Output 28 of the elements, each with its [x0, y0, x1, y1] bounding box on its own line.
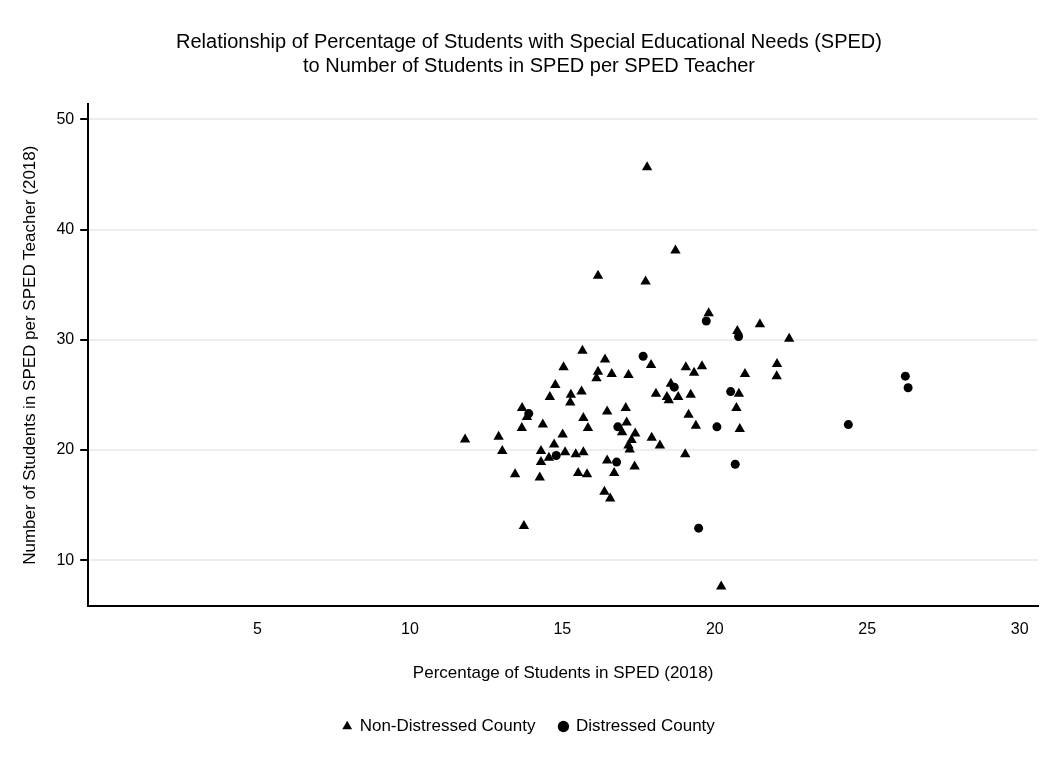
- x-tick-label: 25: [858, 620, 877, 638]
- x-tick-label: 10: [400, 620, 419, 638]
- x-tick-label: 15: [553, 620, 572, 638]
- point: [638, 351, 648, 361]
- y-tick-label: 50: [56, 109, 75, 127]
- y-tick-label: 30: [56, 330, 75, 348]
- point: [712, 422, 722, 432]
- x-axis-title: Percentage of Students in SPED (2018): [412, 663, 714, 683]
- point: [903, 383, 913, 393]
- point: [694, 523, 704, 533]
- x-tick-label: 20: [705, 620, 724, 638]
- y-axis-title: Number of Students in SPED per SPED Teacher (2018): [19, 145, 39, 565]
- point: [900, 371, 910, 381]
- x-tick-label: 5: [252, 620, 262, 638]
- y-tick-label: 10: [56, 550, 75, 568]
- y-tick-label: 20: [56, 440, 75, 458]
- point: [613, 422, 623, 432]
- y-tick-label: 40: [56, 220, 75, 238]
- legend-label: Non-Distressed County: [359, 716, 536, 736]
- point: [843, 420, 853, 430]
- point: [726, 387, 736, 397]
- legend-label: Distressed County: [575, 716, 716, 736]
- chart-title: Relationship of Percentage of Students with Special Educational Needs (SPED) to Number of Students in SPED per SPED Teacher: [176, 29, 882, 76]
- point: [701, 316, 711, 326]
- point: [612, 457, 622, 467]
- point: [551, 450, 561, 460]
- point: [730, 459, 740, 469]
- x-tick-label: 30: [1010, 620, 1029, 638]
